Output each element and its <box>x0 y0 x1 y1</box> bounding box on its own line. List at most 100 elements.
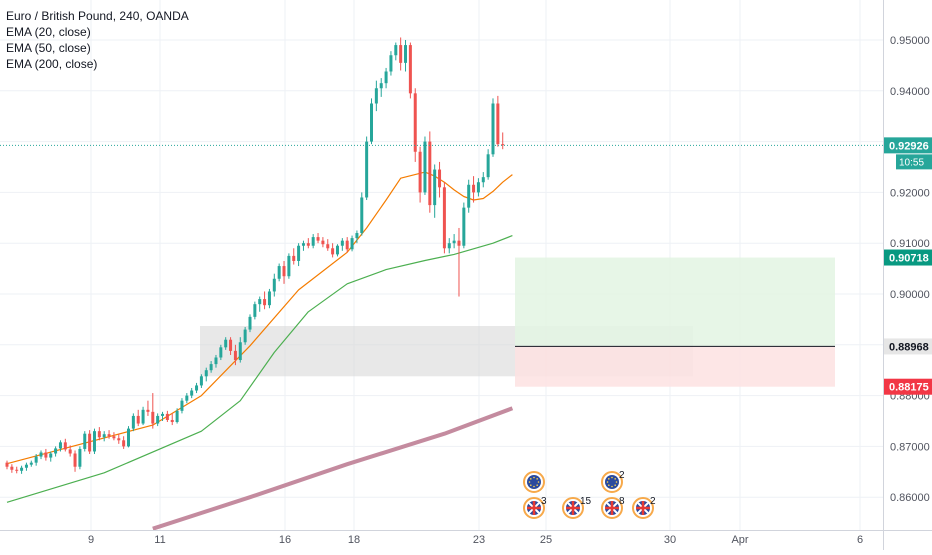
candle-body[interactable] <box>92 431 96 452</box>
candle-body[interactable] <box>491 103 495 155</box>
candle[interactable] <box>97 427 101 441</box>
candle[interactable] <box>326 239 330 251</box>
uk-event-marker[interactable]: 2 <box>632 496 656 519</box>
candle[interactable] <box>107 430 111 439</box>
candle[interactable] <box>370 98 373 145</box>
candle[interactable] <box>399 37 403 71</box>
candle[interactable] <box>365 136 369 201</box>
candle[interactable] <box>131 413 135 432</box>
candle-body[interactable] <box>151 411 155 424</box>
candle-body[interactable] <box>355 233 359 239</box>
candle-body[interactable] <box>418 151 422 193</box>
candle-body[interactable] <box>379 83 383 89</box>
candle-body[interactable] <box>467 184 471 208</box>
candle-body[interactable] <box>316 237 320 241</box>
candle[interactable] <box>350 235 354 252</box>
candle-body[interactable] <box>5 462 9 467</box>
candle[interactable] <box>335 244 339 257</box>
candle[interactable] <box>224 337 228 350</box>
candle-body[interactable] <box>350 238 354 250</box>
candle-body[interactable] <box>88 433 92 452</box>
candle[interactable] <box>418 146 422 203</box>
eu-event-marker[interactable]: 2 <box>601 470 625 493</box>
candle-body[interactable] <box>10 466 14 470</box>
candle[interactable] <box>219 344 223 361</box>
candle[interactable] <box>63 438 67 452</box>
candle[interactable] <box>195 382 199 394</box>
candle[interactable] <box>316 233 320 244</box>
candle-body[interactable] <box>97 431 101 438</box>
candle-body[interactable] <box>165 413 169 420</box>
candle-body[interactable] <box>423 141 427 193</box>
candle[interactable] <box>345 237 349 253</box>
candle[interactable] <box>190 387 194 399</box>
candle[interactable] <box>102 431 106 442</box>
candle-body[interactable] <box>49 453 53 458</box>
candle[interactable] <box>146 400 150 416</box>
candle-body[interactable] <box>122 440 126 447</box>
candle[interactable] <box>287 253 291 279</box>
candle[interactable] <box>428 131 432 213</box>
stop-zone[interactable] <box>515 346 835 387</box>
candle[interactable] <box>476 178 480 197</box>
candle-body[interactable] <box>248 316 252 330</box>
candle-body[interactable] <box>433 169 437 206</box>
candle-body[interactable] <box>58 442 62 449</box>
candle[interactable] <box>141 406 145 426</box>
candle-body[interactable] <box>131 415 135 429</box>
candle-body[interactable] <box>447 243 451 249</box>
candle[interactable] <box>394 42 398 61</box>
candle-body[interactable] <box>170 419 174 423</box>
candle[interactable] <box>10 464 14 473</box>
candle[interactable] <box>20 465 24 474</box>
candle[interactable] <box>156 413 160 427</box>
candle-body[interactable] <box>394 45 398 56</box>
candle-body[interactable] <box>156 415 160 424</box>
candle[interactable] <box>180 398 184 414</box>
candle-body[interactable] <box>127 428 130 447</box>
candle-body[interactable] <box>311 237 315 246</box>
candle[interactable] <box>15 466 19 474</box>
candle[interactable] <box>214 354 218 368</box>
candle[interactable] <box>340 238 344 251</box>
candle-body[interactable] <box>214 357 218 365</box>
candle[interactable] <box>117 433 121 444</box>
candle-body[interactable] <box>136 415 140 424</box>
candle[interactable] <box>384 67 388 89</box>
candle[interactable] <box>486 149 490 180</box>
candle-body[interactable] <box>78 448 82 467</box>
candle-body[interactable] <box>331 248 335 255</box>
candle-body[interactable] <box>117 438 121 441</box>
candles[interactable] <box>5 37 505 474</box>
candle[interactable] <box>408 42 412 99</box>
candle-body[interactable] <box>404 45 408 63</box>
candle-body[interactable] <box>452 240 456 244</box>
candle-body[interactable] <box>107 434 111 437</box>
candle[interactable] <box>83 431 87 452</box>
candle[interactable] <box>175 408 179 424</box>
candle-body[interactable] <box>496 103 500 145</box>
candle[interactable] <box>39 450 43 460</box>
candle[interactable] <box>238 337 242 363</box>
candle[interactable] <box>185 393 189 404</box>
candle-body[interactable] <box>360 197 364 234</box>
candle[interactable] <box>258 296 262 312</box>
economic-events[interactable]: 2 3 15 8 2 <box>523 470 656 519</box>
candle-body[interactable] <box>340 240 344 246</box>
candle-body[interactable] <box>486 154 490 178</box>
candle-body[interactable] <box>175 410 179 423</box>
candle[interactable] <box>433 164 437 218</box>
candle[interactable] <box>481 172 485 188</box>
candle[interactable] <box>78 446 82 470</box>
candle[interactable] <box>355 230 359 244</box>
candle[interactable] <box>92 428 96 455</box>
candle-body[interactable] <box>438 169 442 188</box>
candle[interactable] <box>165 410 169 423</box>
candle-body[interactable] <box>287 255 291 277</box>
candle[interactable] <box>457 227 461 297</box>
candle-body[interactable] <box>472 184 476 193</box>
candle-body[interactable] <box>161 413 165 416</box>
candle-body[interactable] <box>20 467 24 471</box>
candle[interactable] <box>88 430 92 455</box>
